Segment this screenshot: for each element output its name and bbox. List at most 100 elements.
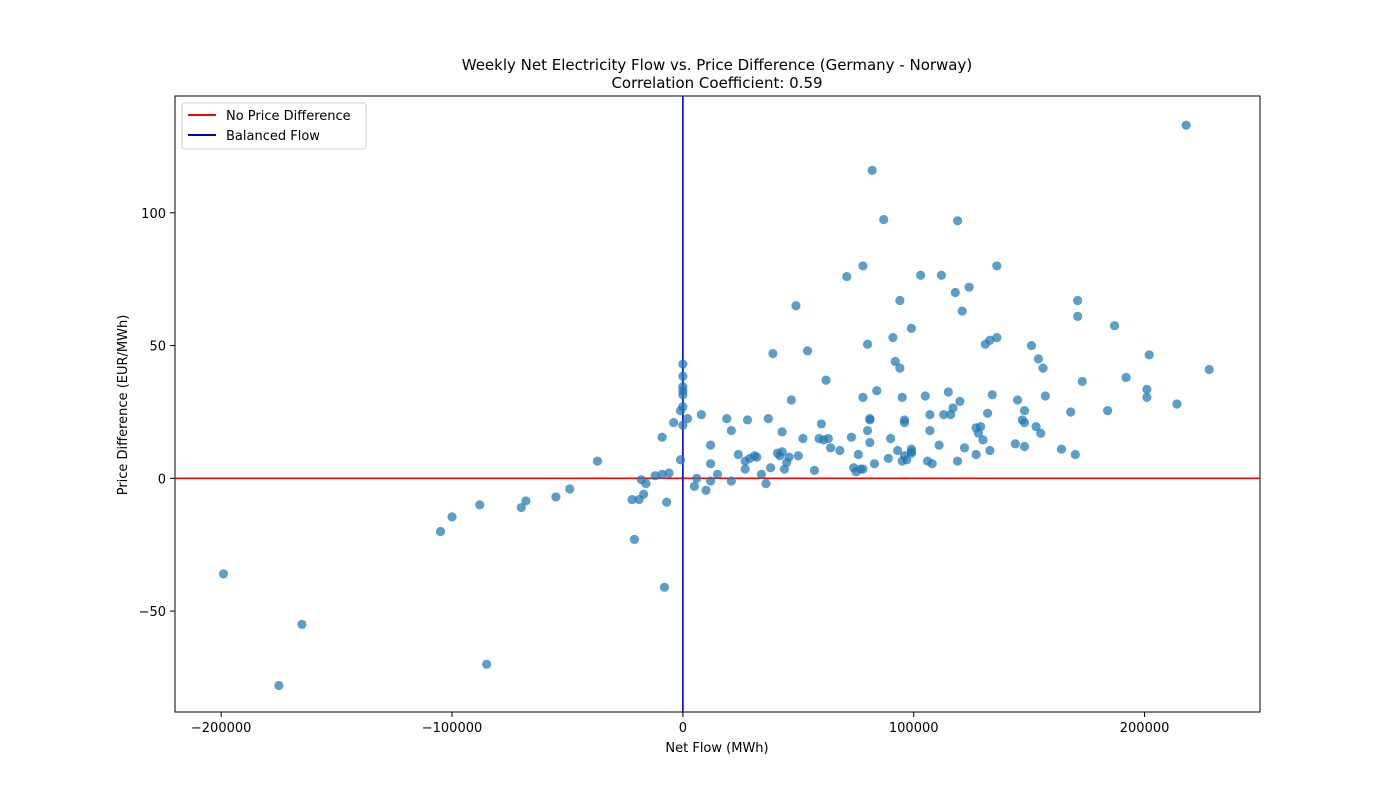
data-point [916,270,926,280]
data-point [888,333,898,343]
data-point [1038,363,1048,373]
data-point [1103,406,1113,416]
data-point [985,445,995,456]
data-point [733,449,743,460]
legend: No Price Difference Balanced Flow [181,102,367,150]
data-point [682,414,693,424]
data-point [1019,406,1030,416]
data-point [712,469,723,479]
data-point [1172,399,1182,409]
data-point [726,476,736,486]
data-point [1077,376,1087,387]
data-point [678,402,688,412]
data-point [976,421,986,432]
data-point [705,476,716,486]
data-point [705,459,716,469]
data-point [862,425,873,436]
data-point [1026,340,1037,351]
data-point [798,433,808,444]
data-point [696,410,706,420]
data-point [664,468,674,478]
data-point [1073,295,1083,306]
data-point [678,359,688,369]
y-tick-label: 100 [141,207,166,222]
x-tick-label: 100000 [889,721,939,736]
data-point [869,459,880,469]
data-point [992,261,1002,271]
data-point [662,497,672,507]
data-point [858,464,868,474]
data-point [629,534,639,545]
data-point [862,339,873,349]
data-point [823,433,833,444]
data-point [1033,354,1043,364]
data-point [1019,417,1030,428]
data-point [936,270,947,280]
data-point [551,492,561,502]
data-point [925,410,935,420]
data-point [1121,372,1131,383]
data-point [659,582,670,592]
data-point [675,455,686,465]
data-point [957,306,967,316]
data-point [858,392,868,402]
data-point [447,512,457,522]
data-point [274,680,284,691]
data-point [950,287,960,298]
data-point [987,390,997,400]
data-point [802,346,813,356]
data-point [777,427,787,437]
data-point [867,165,877,175]
data-point [650,471,660,481]
data-point [897,392,907,402]
data-point [886,433,896,444]
data-point [763,414,773,424]
data-point [899,415,910,425]
data-point [678,371,688,381]
data-point [1144,350,1154,360]
data-point [726,425,736,436]
data-point [1204,364,1214,375]
y-tick-label: 0 [158,472,166,487]
data-point [1036,428,1046,438]
data-point [826,443,836,453]
data-point [959,443,970,453]
y-tick-label: 50 [149,340,166,355]
data-point [521,496,531,506]
data-point [1013,395,1023,405]
data-point [892,445,903,456]
data-point [1109,321,1120,331]
data-point [475,500,485,510]
data-point [784,452,794,462]
data-point [1066,407,1076,417]
data-point [592,456,603,466]
chart-title: Weekly Net Electricity Flow vs. Price Di… [462,56,972,74]
legend-label-balanced-flow: Balanced Flow [226,129,320,144]
y-axis-label: Price Difference (EUR/MWh) [116,315,131,496]
data-point [982,408,993,418]
data-point [821,375,831,385]
data-point [816,419,826,429]
data-point [1010,439,1020,449]
data-point [765,463,776,473]
data-point [482,659,492,669]
axis-ticks: −200000 −100000 0 100000 200000 −50 0 50 100 [139,207,1170,736]
data-point [689,481,700,491]
data-point [297,619,307,629]
data-point [692,473,702,483]
data-point [1031,421,1041,432]
data-point [952,216,963,226]
data-point [657,432,667,442]
data-point [872,386,882,396]
data-point [752,452,762,462]
data-point [678,382,688,392]
data-point [1040,391,1050,401]
data-point [939,410,949,420]
data-point [786,395,796,405]
legend-label-no-price-difference: No Price Difference [226,109,351,124]
data-point [890,356,900,367]
data-point [865,415,875,425]
data-point [879,214,889,225]
data-point [865,437,875,448]
